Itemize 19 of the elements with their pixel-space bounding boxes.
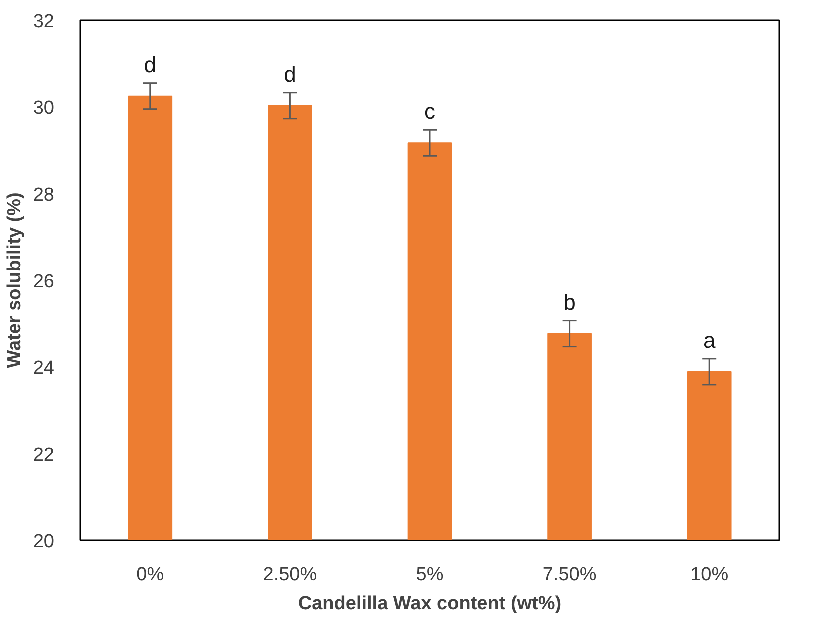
x-tick-label: 7.50% <box>542 564 597 586</box>
x-tick-label: 2.50% <box>263 564 318 586</box>
y-tick-label: 26 <box>33 272 55 292</box>
y-tick-label: 20 <box>33 532 55 552</box>
y-tick-label: 32 <box>33 12 55 32</box>
annotation: d <box>284 62 296 87</box>
x-tick-label: 10% <box>690 564 729 586</box>
annotation: a <box>703 328 716 353</box>
y-axis-title: Water solubility (%) <box>4 192 26 368</box>
y-tick-label: 30 <box>33 98 55 120</box>
annotation: b <box>564 290 576 315</box>
y-tick-label: 24 <box>33 358 55 380</box>
annotation: d <box>144 52 157 78</box>
x-axis-title: Candelilla Wax content (wt%) <box>298 594 562 614</box>
x-tick-label: 5% <box>416 564 444 586</box>
x-tick-label: 0% <box>136 564 164 586</box>
y-tick-label: 22 <box>33 444 55 466</box>
y-tick-label: 28 <box>33 184 55 206</box>
annotation: c <box>424 99 436 124</box>
